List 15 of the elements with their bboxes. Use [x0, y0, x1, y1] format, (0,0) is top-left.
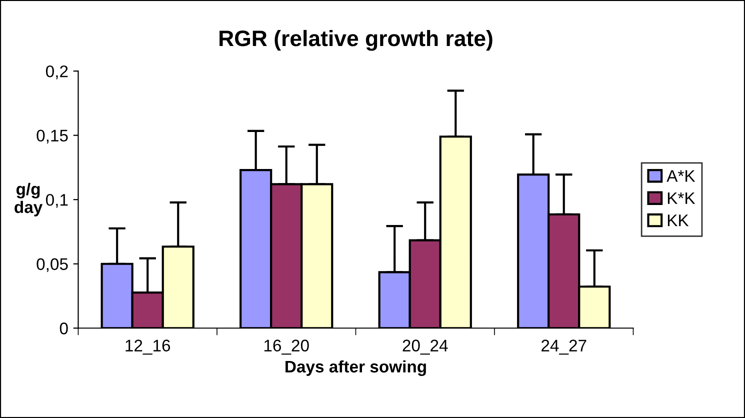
- chart-title: RGR (relative growth rate): [220, 30, 492, 51]
- y-tick-label: 0,05: [36, 258, 68, 272]
- legend-label: A*K: [666, 170, 696, 182]
- y-tick-label: 0,1: [46, 194, 68, 208]
- x-tick-label: 12_16: [126, 340, 170, 355]
- legend-label: KK: [668, 214, 689, 226]
- x-tick-label: 24_27: [542, 340, 586, 355]
- y-axis-title: g/g day: [14, 182, 43, 216]
- x-axis-title: Days after sowing: [286, 360, 426, 376]
- x-tick-label: 16_20: [264, 340, 309, 355]
- legend-label: K*K: [668, 192, 696, 204]
- y-tick-label: 0: [60, 322, 68, 334]
- y-tick-label: 0,2: [46, 65, 68, 80]
- x-tick-label: 20_24: [402, 340, 448, 355]
- y-tick-label: 0,15: [36, 130, 68, 144]
